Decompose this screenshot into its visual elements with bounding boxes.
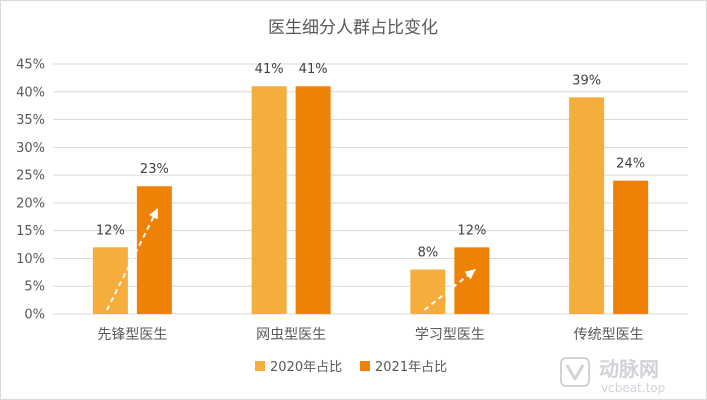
bar: [295, 86, 331, 314]
data-labels: 12% 23% 41% 41% 8% 12% 39% 24%: [96, 62, 645, 260]
y-tick-label: 45%: [16, 58, 45, 73]
y-tick-label: 25%: [16, 169, 45, 184]
trend-arrow-head: [464, 269, 476, 280]
data-label: 41%: [299, 62, 328, 77]
y-tick-label: 10%: [16, 252, 45, 267]
trend-arrow-line: [105, 207, 159, 311]
trend-arrow-line: [423, 268, 476, 311]
bars: [92, 86, 649, 314]
trend-arrow-head: [148, 208, 158, 220]
watermark-logo-text: 动脉网: [599, 357, 659, 381]
data-label: 12%: [457, 223, 486, 238]
data-label: 39%: [572, 73, 601, 88]
y-tick-label: 15%: [16, 224, 45, 239]
data-label: 12%: [96, 223, 125, 238]
x-tick-label: 先锋型医生: [97, 327, 167, 343]
bar: [613, 180, 649, 314]
x-tick-label: 传统型医生: [574, 327, 644, 343]
data-label: 41%: [255, 62, 284, 77]
y-tick-label: 20%: [16, 196, 45, 211]
legend-label: 2021年占比: [375, 360, 447, 375]
y-tick-label: 30%: [16, 141, 45, 156]
legend-swatch: [360, 361, 370, 371]
bar: [92, 247, 128, 314]
y-tick-label: 40%: [16, 85, 45, 100]
x-tick-label: 学习型医生: [415, 327, 485, 343]
y-tick-label: 35%: [16, 113, 45, 128]
watermark-url-text: vcbeat.top: [601, 381, 665, 395]
bar: [251, 86, 287, 314]
bar: [569, 97, 605, 314]
trend-arrows: [105, 207, 476, 311]
legend-swatch: [255, 361, 265, 371]
legend: 2020年占比 2021年占比: [255, 360, 447, 375]
chart-title: 医生细分人群占比变化: [268, 18, 438, 38]
data-label: 8%: [418, 246, 439, 261]
y-tick-label: 5%: [24, 280, 45, 295]
bar: [136, 186, 172, 314]
watermark-logo-mark: [565, 364, 585, 381]
y-axis-ticks: 0% 5% 10% 15% 20% 25% 30% 35% 40% 45%: [16, 58, 45, 323]
y-tick-label: 0%: [24, 308, 45, 323]
watermark-logo-icon: [560, 357, 590, 387]
x-axis-ticks: 先锋型医生 网虫型医生 学习型医生 传统型医生: [97, 327, 643, 343]
legend-label: 2020年占比: [270, 360, 342, 375]
data-label: 24%: [616, 157, 645, 172]
data-label: 23%: [140, 162, 169, 177]
x-tick-label: 网虫型医生: [256, 327, 326, 343]
watermark-logo: 动脉网 vcbeat.top: [560, 357, 665, 395]
